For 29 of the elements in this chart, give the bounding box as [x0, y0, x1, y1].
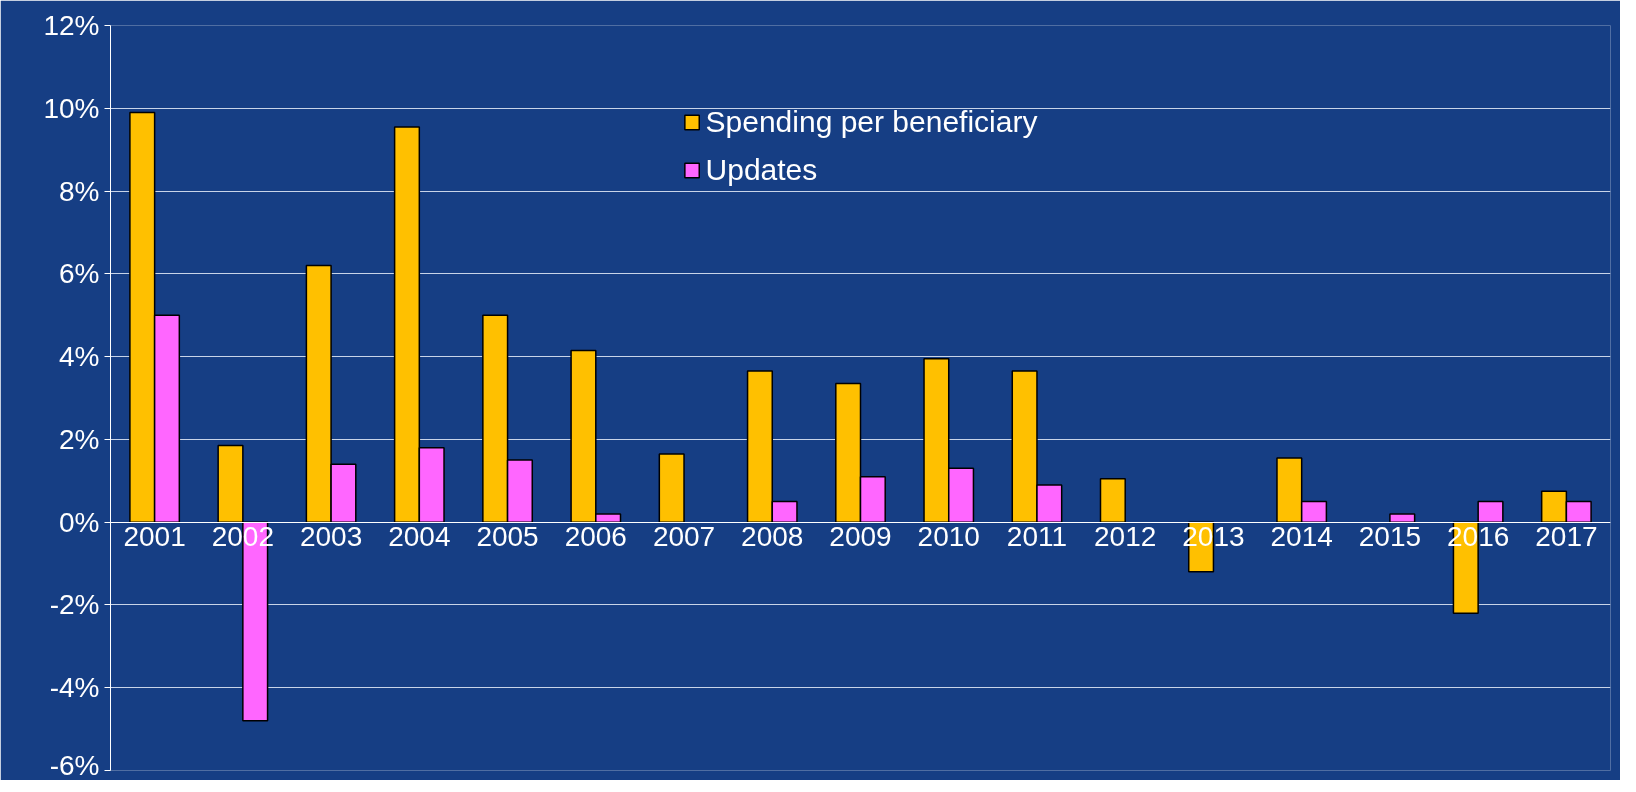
y-tick-label: 6%	[59, 258, 100, 290]
x-tick-label: 2009	[829, 521, 892, 553]
y-tick-label: 0%	[59, 506, 100, 538]
y-tick-label: -4%	[49, 672, 100, 704]
legend-label: Updates	[705, 153, 818, 187]
x-tick-label: 2006	[564, 521, 627, 553]
bar	[1099, 477, 1126, 523]
x-tick-label: 2012	[1094, 521, 1157, 553]
y-tick-label: 10%	[43, 92, 100, 124]
x-tick-label: 2001	[123, 521, 186, 553]
y-tick-label: -2%	[49, 589, 100, 621]
legend-label: Spending per beneficiary	[705, 105, 1038, 139]
x-tick-label: 2014	[1270, 521, 1333, 553]
x-tick-label: 2005	[476, 521, 539, 553]
y-tick-label: 2%	[59, 423, 100, 455]
y-tick-label: 4%	[59, 341, 100, 373]
x-tick-label: 2011	[1006, 521, 1068, 553]
y-tick-label: 12%	[43, 10, 100, 41]
x-tick-label: 2003	[299, 521, 363, 553]
x-tick-label: 2017	[1535, 521, 1598, 553]
y-tick-label: -6%	[49, 749, 100, 781]
x-tick-label: 2007	[652, 521, 716, 553]
bar	[658, 453, 685, 523]
x-tick-label: 2004	[388, 521, 451, 553]
y-tick-label: 8%	[59, 175, 100, 207]
bar	[1389, 513, 1416, 523]
x-tick-label: 2010	[917, 521, 980, 553]
x-tick-label: 2015	[1358, 521, 1422, 553]
x-tick-label: 2008	[741, 521, 804, 553]
